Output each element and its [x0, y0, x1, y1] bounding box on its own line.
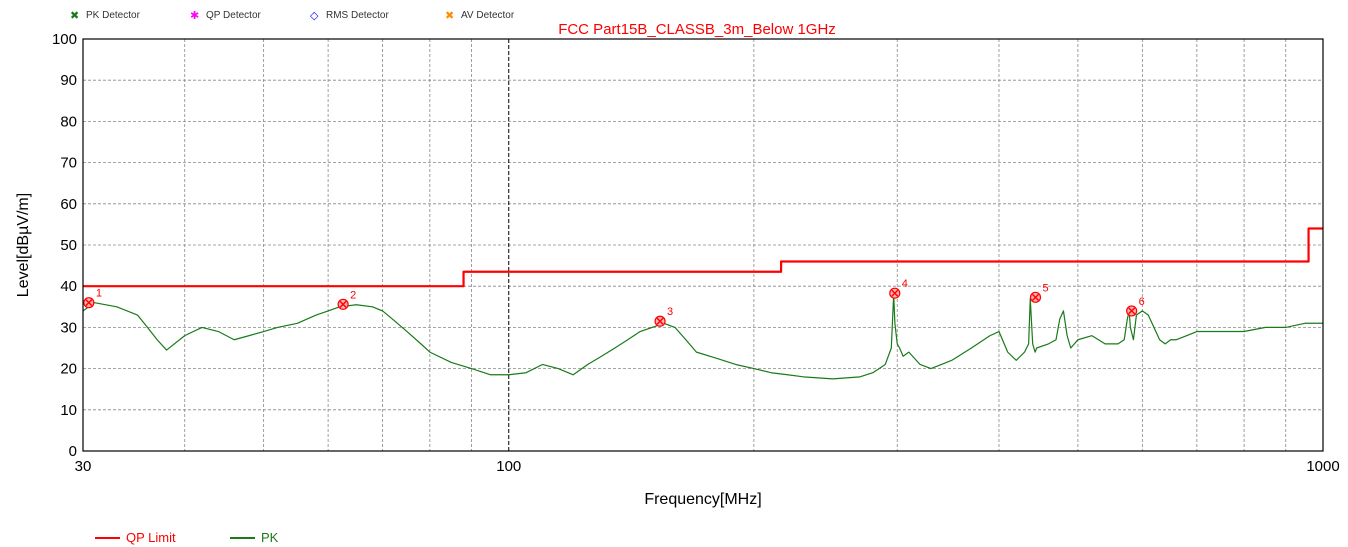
peak-marker-cross: [85, 299, 93, 307]
peak-marker-cross: [339, 300, 347, 308]
grid: [83, 39, 1323, 451]
series-legend-label: QP Limit: [126, 530, 176, 545]
peak-marker-cross: [656, 317, 664, 325]
y-tick-label: 80: [60, 113, 77, 130]
peak-marker-label: 3: [667, 306, 673, 318]
detector-legend-symbol: ◇: [310, 9, 319, 22]
y-tick-label: 40: [60, 278, 77, 295]
peak-marker: 4: [889, 278, 908, 299]
y-tick-label: 50: [60, 237, 77, 254]
y-tick-label: 60: [60, 196, 77, 213]
series-line-qp-limit: [83, 227, 1323, 288]
detector-legend-label: PK Detector: [86, 10, 141, 21]
detector-legend-symbol: ✖: [70, 9, 79, 22]
y-tick-label: 0: [69, 443, 77, 460]
plot-border: [82, 38, 1324, 452]
peak-marker-cross: [1128, 307, 1136, 315]
peak-marker-cross: [891, 289, 899, 297]
x-axis-ticks: 30 100 1000: [75, 458, 1340, 475]
chart-title: FCC Part15B_CLASSB_3m_Below 1GHz: [558, 21, 836, 38]
detector-legend-symbol: ✖: [445, 9, 454, 22]
peak-marker-label: 6: [1139, 296, 1145, 308]
y-tick-label: 100: [52, 31, 77, 48]
peak-marker: 3: [654, 306, 673, 327]
y-tick-label: 90: [60, 72, 77, 89]
series-legend: QP Limit PK: [95, 530, 279, 545]
peak-marker: 6: [1126, 296, 1145, 317]
y-tick-label: 30: [60, 319, 77, 336]
y-tick-label: 70: [60, 155, 77, 172]
x-tick-label: 30: [75, 458, 92, 475]
y-axis-ticks: 0 10 20 30 40 50 60 70 80 90 100: [52, 31, 77, 460]
detector-legend-label: RMS Detector: [326, 10, 389, 21]
peak-markers: 1 2 3 4 5 6: [83, 278, 1145, 327]
detector-legend-symbol: ✱: [190, 9, 199, 22]
y-tick-label: 10: [60, 402, 77, 419]
x-tick-label: 100: [496, 458, 521, 475]
x-tick-label: 1000: [1306, 458, 1339, 475]
detector-legend-label: AV Detector: [461, 10, 515, 21]
detector-legend: ✖ PK Detector ✱ QP Detector ◇ RMS Detector ✖ AV…: [70, 9, 515, 22]
detector-legend-label: QP Detector: [206, 10, 262, 21]
peak-marker-cross: [1031, 293, 1039, 301]
x-axis-label: Frequency[MHz]: [644, 491, 761, 508]
peak-marker: 5: [1029, 282, 1049, 303]
peak-marker-label: 2: [350, 289, 356, 301]
y-tick-label: 20: [60, 361, 77, 378]
peak-marker-label: 1: [96, 288, 102, 300]
peak-marker: 2: [337, 289, 356, 310]
peak-marker-label: 5: [1042, 282, 1048, 294]
y-axis-label: Level[dBµV/m]: [15, 193, 32, 297]
peak-marker-label: 4: [902, 278, 908, 290]
series-legend-label: PK: [261, 530, 279, 545]
peak-marker: 1: [83, 288, 102, 309]
